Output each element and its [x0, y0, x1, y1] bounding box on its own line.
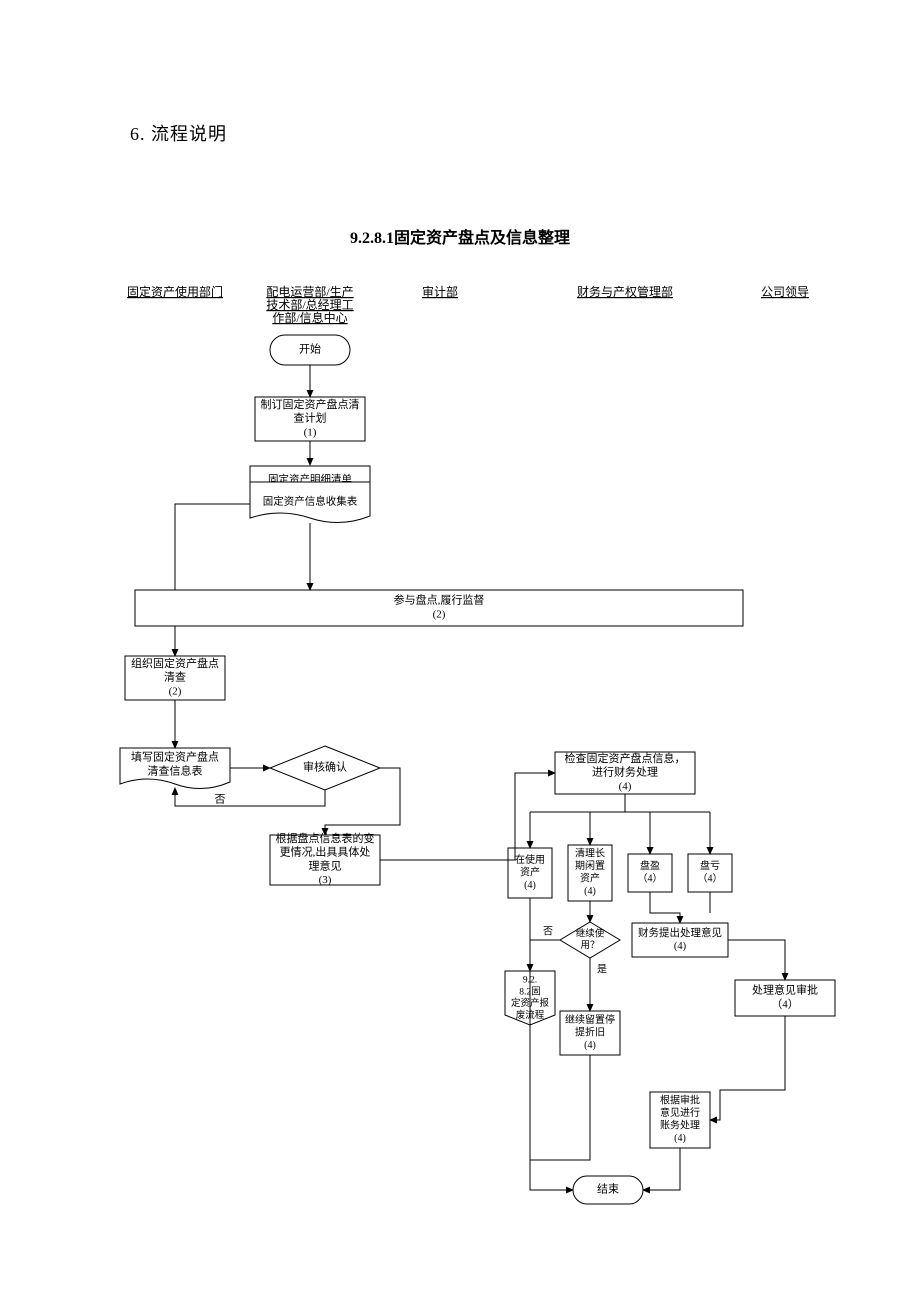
- svg-text:账务处理: 账务处理: [660, 1119, 700, 1132]
- svg-text:固定资产信息收集表: 固定资产信息收集表: [263, 494, 358, 507]
- svg-text:(2): (2): [433, 608, 446, 620]
- svg-text:(4): (4): [619, 780, 632, 792]
- svg-text:意见进行: 意见进行: [660, 1106, 700, 1119]
- svg-text:（4）: （4）: [698, 873, 723, 885]
- svg-text:更情况,出具具体处: 更情况,出具具体处: [280, 845, 371, 859]
- svg-text:用？: 用？: [580, 940, 599, 951]
- svg-text:资产: 资产: [520, 865, 540, 878]
- svg-text:清理长: 清理长: [575, 847, 605, 860]
- svg-text:审核确认: 审核确认: [303, 760, 347, 774]
- lane-header-l4: 财务与产权管理部: [577, 284, 673, 299]
- svg-text:清查信息表: 清查信息表: [148, 763, 203, 777]
- svg-text:开始: 开始: [299, 342, 321, 356]
- flowchart-canvas: 固定资产使用部门 配电运营部/生产技术部/总经理工作部/信息中心 审计部 财务与产权管…: [100, 278, 900, 1278]
- svg-text:（4）: （4）: [771, 997, 799, 1010]
- svg-text:(4): (4): [674, 941, 687, 952]
- svg-text:进行财务处理: 进行财务处理: [592, 765, 658, 779]
- svg-text:查计划: 查计划: [294, 411, 327, 425]
- svg-text:(1): (1): [304, 426, 317, 438]
- svg-text:期闲置: 期闲置: [575, 859, 605, 872]
- svg-text:资产: 资产: [580, 872, 600, 885]
- svg-text:财务提出处理意见: 财务提出处理意见: [638, 926, 722, 939]
- svg-text:(4): (4): [584, 886, 596, 897]
- svg-text:在使用: 在使用: [515, 853, 545, 866]
- svg-text:(3): (3): [319, 874, 332, 886]
- svg-text:是: 是: [597, 963, 607, 975]
- svg-text:继续使: 继续使: [576, 927, 605, 939]
- svg-text:（4）: （4）: [638, 873, 663, 885]
- svg-text:根据审批: 根据审批: [660, 1094, 700, 1107]
- svg-text:盘盈: 盘盈: [640, 859, 660, 872]
- svg-text:提折旧: 提折旧: [575, 1025, 605, 1038]
- svg-text:(4): (4): [584, 1040, 596, 1051]
- svg-text:清查: 清查: [164, 670, 186, 684]
- lane-header-l1: 固定资产使用部门: [127, 284, 223, 299]
- svg-text:参与盘点,履行监督: 参与盘点,履行监督: [394, 593, 485, 607]
- svg-text:组织固定资产盘点: 组织固定资产盘点: [131, 656, 219, 670]
- svg-text:处理意见审批: 处理意见审批: [752, 983, 818, 997]
- lane-header-l5: 公司领导: [761, 285, 809, 299]
- diagram-title: 9.2.8.1固定资产盘点及信息整理: [0, 146, 920, 278]
- svg-text:否: 否: [215, 794, 226, 806]
- lane-header-l2: 技术部/总经理工: [266, 297, 353, 312]
- svg-text:盘亏: 盘亏: [700, 859, 720, 872]
- svg-text:(2): (2): [169, 685, 182, 697]
- svg-text:(4): (4): [674, 1133, 686, 1144]
- lane-header-l2: 作部/信息中心: [272, 310, 347, 325]
- svg-text:制订固定资产盘点清: 制订固定资产盘点清: [261, 397, 360, 411]
- svg-text:检查固定资产盘点信息，: 检查固定资产盘点信息，: [565, 751, 686, 765]
- svg-text:否: 否: [543, 925, 553, 937]
- svg-text:填写固定资产盘点: 填写固定资产盘点: [131, 750, 219, 764]
- lane-header-l2: 配电运营部/生产: [266, 284, 353, 299]
- svg-text:继续留置停: 继续留置停: [565, 1013, 615, 1026]
- svg-text:结束: 结束: [597, 1183, 619, 1196]
- svg-text:(4): (4): [524, 880, 536, 891]
- section-heading: 6. 流程说明: [0, 0, 920, 146]
- svg-text:理意见: 理意见: [309, 858, 342, 872]
- lane-header-l3: 审计部: [422, 284, 458, 299]
